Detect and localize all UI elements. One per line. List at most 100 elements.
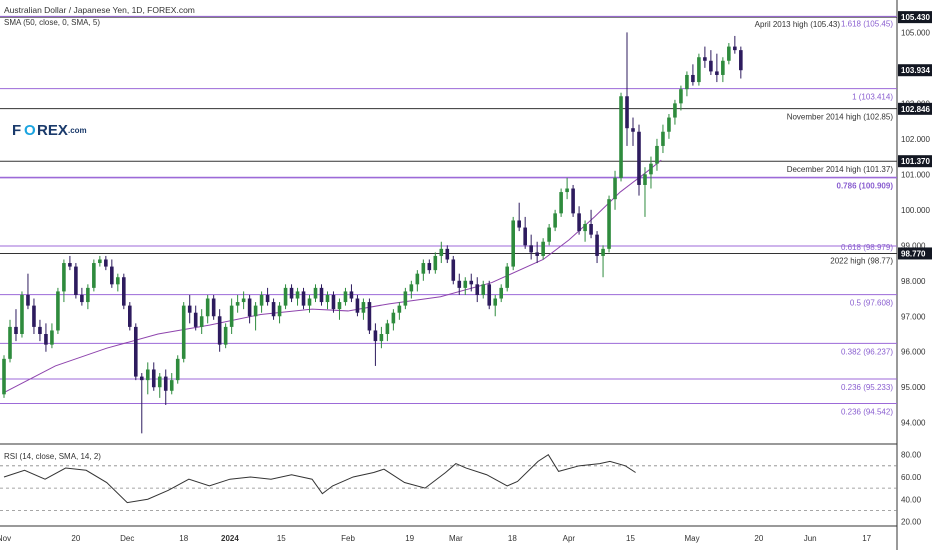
candle-body[interactable] [733, 46, 737, 51]
candle-body[interactable] [56, 291, 60, 331]
candle-body[interactable] [613, 177, 617, 200]
candle-body[interactable] [157, 376, 162, 388]
candle-body[interactable] [667, 117, 671, 132]
candle-body[interactable] [50, 330, 54, 345]
candle-body[interactable] [241, 298, 246, 303]
candle-body[interactable] [595, 234, 599, 256]
candle-body[interactable] [92, 263, 96, 288]
candle-body[interactable] [703, 57, 707, 61]
candle-body[interactable] [475, 284, 480, 295]
candle-body[interactable] [577, 213, 581, 232]
candle-body[interactable] [229, 305, 234, 327]
candle-body[interactable] [265, 294, 270, 303]
candle-body[interactable] [541, 241, 545, 256]
candle-body[interactable] [8, 326, 12, 359]
candle-body[interactable] [32, 305, 36, 327]
candle-body[interactable] [727, 46, 731, 61]
candle-body[interactable] [439, 248, 444, 256]
candle-body[interactable] [559, 192, 563, 214]
candle-body[interactable] [187, 305, 192, 313]
candle-body[interactable] [319, 287, 324, 303]
candle-body[interactable] [571, 188, 575, 214]
candle-body[interactable] [403, 291, 408, 306]
candle-body[interactable] [469, 280, 474, 285]
candle-body[interactable] [433, 255, 438, 271]
candle-body[interactable] [517, 220, 521, 228]
candle-body[interactable] [289, 287, 294, 299]
candle-body[interactable] [589, 224, 593, 235]
candle-body[interactable] [325, 294, 330, 303]
candle-body[interactable] [133, 326, 138, 377]
candle-body[interactable] [535, 252, 539, 256]
candle-body[interactable] [175, 358, 180, 381]
candle-body[interactable] [128, 305, 132, 327]
candle-body[interactable] [110, 266, 114, 285]
candle-body[interactable] [367, 302, 372, 331]
candle-body[interactable] [331, 294, 336, 310]
candle-body[interactable] [697, 57, 701, 83]
candle-body[interactable] [619, 96, 623, 178]
candle-body[interactable] [20, 294, 24, 334]
candle-body[interactable] [493, 298, 498, 306]
candle-body[interactable] [295, 291, 300, 299]
candle-body[interactable] [715, 71, 719, 75]
candle-body[interactable] [283, 287, 288, 306]
candle-body[interactable] [38, 326, 42, 334]
candle-body[interactable] [445, 248, 450, 260]
horizontal-levels[interactable]: April 2013 high (105.43) 1.618 (105.45) 1 … [0, 15, 897, 416]
candle-body[interactable] [211, 298, 216, 317]
candle-body[interactable] [2, 358, 6, 395]
candle-body[interactable] [151, 369, 156, 388]
candle-body[interactable] [343, 291, 348, 303]
candle-body[interactable] [14, 326, 18, 334]
candle-body[interactable] [313, 287, 318, 299]
candle-body[interactable] [601, 248, 605, 256]
candles[interactable] [2, 32, 743, 434]
candle-body[interactable] [547, 227, 551, 242]
candle-body[interactable] [415, 273, 420, 285]
candle-body[interactable] [26, 294, 30, 306]
candle-body[interactable] [409, 284, 414, 292]
candle-body[interactable] [307, 298, 312, 306]
candle-body[interactable] [74, 266, 78, 295]
candle-body[interactable] [169, 380, 174, 391]
rsi-pane[interactable] [0, 453, 897, 511]
candle-body[interactable] [199, 316, 204, 327]
candle-body[interactable] [145, 369, 150, 381]
candle-body[interactable] [116, 277, 120, 285]
candle-body[interactable] [205, 298, 210, 317]
candle-body[interactable] [223, 326, 228, 345]
candle-body[interactable] [463, 280, 468, 288]
candle-body[interactable] [122, 277, 126, 306]
candle-body[interactable] [181, 305, 186, 359]
candle-body[interactable] [62, 263, 66, 292]
candle-body[interactable] [739, 50, 743, 71]
candle-body[interactable] [247, 298, 252, 317]
candle-body[interactable] [553, 213, 557, 228]
candle-body[interactable] [709, 60, 713, 72]
candle-body[interactable] [193, 312, 198, 327]
candle-body[interactable] [421, 263, 426, 274]
candle-body[interactable] [673, 103, 677, 118]
candle-body[interactable] [523, 227, 527, 246]
candle-body[interactable] [499, 287, 504, 299]
candle-body[interactable] [235, 302, 240, 306]
candle-body[interactable] [139, 376, 144, 381]
candle-body[interactable] [44, 334, 48, 345]
candle-body[interactable] [217, 316, 222, 345]
candle-body[interactable] [259, 294, 264, 306]
candle-body[interactable] [355, 298, 360, 313]
candle-body[interactable] [565, 188, 569, 193]
candle-body[interactable] [691, 74, 695, 83]
candle-body[interactable] [607, 199, 611, 249]
candle-body[interactable] [373, 330, 378, 342]
candle-body[interactable] [685, 74, 689, 90]
candle-body[interactable] [487, 284, 492, 306]
candle-body[interactable] [661, 131, 665, 146]
candle-body[interactable] [643, 174, 647, 185]
candle-body[interactable] [679, 89, 683, 104]
candle-body[interactable] [649, 163, 653, 175]
candle-body[interactable] [104, 259, 108, 267]
candle-body[interactable] [349, 291, 354, 299]
